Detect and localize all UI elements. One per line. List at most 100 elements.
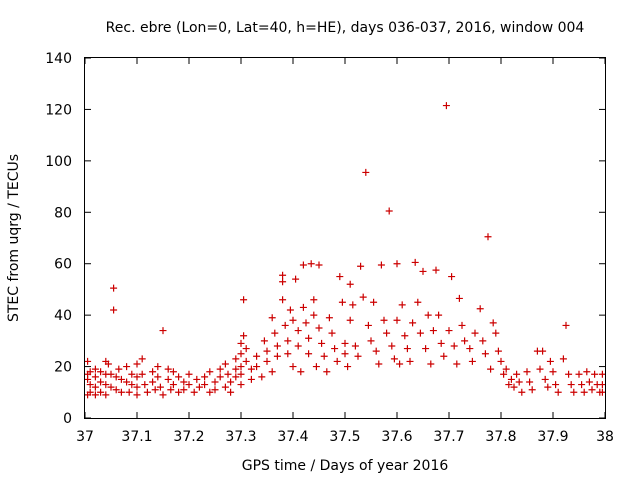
data-point <box>117 375 125 383</box>
x-axis-label: GPS time / Days of year 2016 <box>242 458 449 474</box>
data-point <box>115 365 123 373</box>
data-point <box>559 355 567 363</box>
data-point <box>448 273 456 281</box>
data-point <box>263 347 271 355</box>
data-point <box>461 337 469 345</box>
data-point <box>396 360 404 368</box>
data-point <box>110 306 118 314</box>
data-point <box>383 329 391 337</box>
data-point <box>107 383 115 391</box>
data-point <box>128 370 136 378</box>
data-point <box>562 321 570 329</box>
data-point <box>232 355 240 363</box>
data-point <box>273 342 281 350</box>
data-points <box>84 102 606 399</box>
y-tick-label: 20 <box>54 360 72 376</box>
data-point <box>307 260 315 268</box>
data-point <box>385 207 393 215</box>
data-point <box>406 357 414 365</box>
data-point <box>578 381 586 389</box>
data-point <box>102 391 110 399</box>
data-point <box>133 391 141 399</box>
data-point <box>455 294 463 302</box>
data-point <box>271 329 279 337</box>
data-point <box>331 345 339 353</box>
data-point <box>247 375 255 383</box>
data-point <box>260 337 268 345</box>
data-point <box>403 345 411 353</box>
data-point <box>167 386 175 394</box>
data-point <box>546 357 554 365</box>
data-point <box>180 378 188 386</box>
data-point <box>128 381 136 389</box>
data-point <box>141 381 149 389</box>
x-tick-label: 37.6 <box>381 429 412 445</box>
data-point <box>372 347 380 355</box>
data-point <box>346 316 354 324</box>
data-point <box>195 383 203 391</box>
data-point <box>193 375 201 383</box>
data-point <box>97 368 105 376</box>
data-point <box>377 261 385 269</box>
data-point <box>164 375 172 383</box>
data-point <box>185 370 193 378</box>
data-point <box>242 357 250 365</box>
data-point <box>328 329 336 337</box>
data-point <box>112 386 120 394</box>
data-point <box>453 360 461 368</box>
data-point <box>299 261 307 269</box>
data-point <box>429 327 437 335</box>
data-point <box>513 370 521 378</box>
y-tick-label: 120 <box>45 102 72 118</box>
data-point <box>502 365 510 373</box>
data-point <box>112 373 120 381</box>
data-point <box>104 360 112 368</box>
data-point <box>565 370 573 378</box>
data-point <box>344 363 352 371</box>
data-point <box>138 355 146 363</box>
data-point <box>180 386 188 394</box>
data-point <box>263 357 271 365</box>
data-point <box>367 337 375 345</box>
data-point <box>227 388 235 396</box>
data-point <box>583 368 591 376</box>
data-point <box>299 303 307 311</box>
data-point <box>268 314 276 322</box>
data-point <box>281 321 289 329</box>
data-point <box>432 266 440 274</box>
data-point <box>133 360 141 368</box>
data-point <box>487 365 495 373</box>
data-point <box>598 381 606 389</box>
data-point <box>411 258 419 266</box>
data-point <box>292 275 300 283</box>
data-point <box>422 345 430 353</box>
data-point <box>315 324 323 332</box>
data-point <box>143 388 151 396</box>
data-point <box>505 381 513 389</box>
data-point <box>312 363 320 371</box>
data-point <box>84 375 92 383</box>
data-point <box>588 386 596 394</box>
data-point <box>305 334 313 342</box>
data-point <box>591 370 599 378</box>
data-point <box>110 284 118 292</box>
data-point <box>575 370 583 378</box>
data-point <box>497 357 505 365</box>
data-point <box>310 311 318 319</box>
data-point <box>390 355 398 363</box>
data-point <box>442 102 450 110</box>
data-point <box>401 332 409 340</box>
data-point <box>549 368 557 376</box>
data-point <box>201 381 209 389</box>
data-point <box>523 368 531 376</box>
data-point <box>468 357 476 365</box>
data-point <box>518 388 526 396</box>
data-point <box>357 262 365 270</box>
data-point <box>346 280 354 288</box>
data-point <box>164 365 172 373</box>
data-point <box>107 370 115 378</box>
data-point <box>232 365 240 373</box>
data-point <box>240 296 248 304</box>
data-point <box>494 347 502 355</box>
data-point <box>398 301 406 309</box>
